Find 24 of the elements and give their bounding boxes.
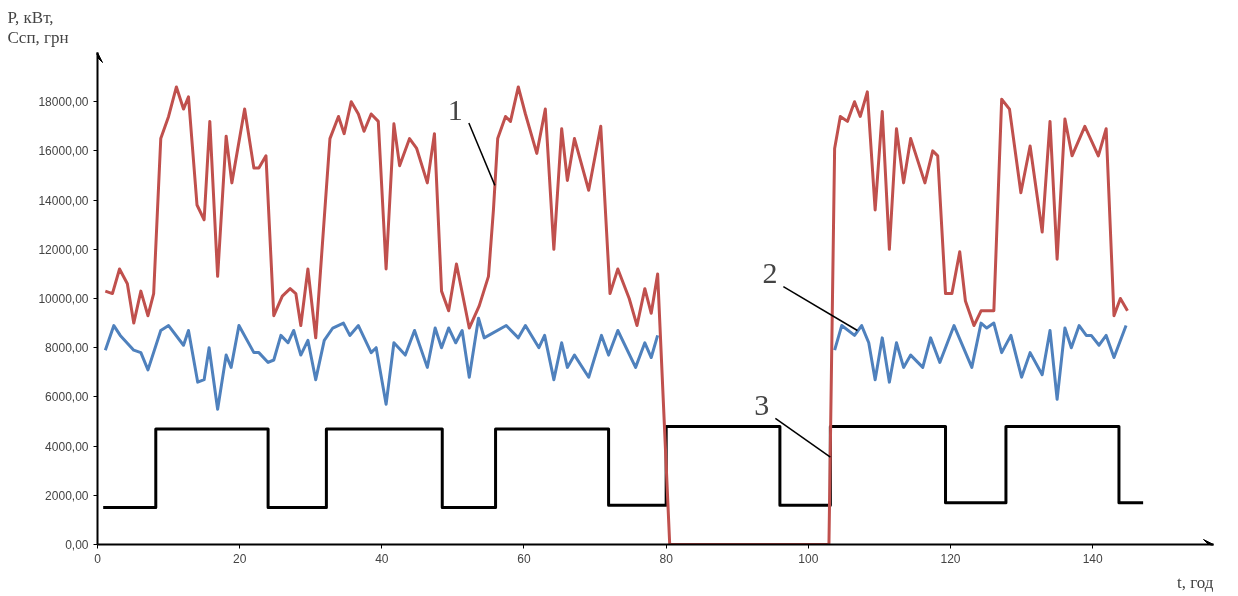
x-tick-label: 20 — [232, 551, 247, 566]
y-tick-label: 6000,00 — [45, 390, 89, 405]
y-tick-label: 2000,00 — [45, 488, 89, 503]
x-tick-label: 0 — [94, 551, 102, 566]
annotation: 2 — [762, 256, 778, 290]
line-series — [103, 85, 1129, 545]
x-tick-label: 140 — [1082, 551, 1103, 566]
y-tick-label: 16000,00 — [38, 144, 89, 159]
y-tick-label: 4000,00 — [45, 439, 89, 454]
y-tick-label: 14000,00 — [38, 193, 89, 208]
x-tick-label: 120 — [940, 551, 961, 566]
x-axis-title: t, год — [1177, 572, 1214, 592]
y-axis-title: P, кВт, Cсп, грн — [7, 7, 69, 48]
x-tick-label: 60 — [517, 551, 531, 566]
annotation: 3 — [754, 388, 770, 422]
y-tick-label: 18000,00 — [38, 95, 89, 110]
x-tick-label: 80 — [659, 551, 674, 566]
y-tick-label: 8000,00 — [45, 341, 89, 356]
x-tick-label: 100 — [798, 551, 819, 566]
y-tick-label: 10000,00 — [38, 292, 89, 306]
annotation: 1 — [447, 92, 463, 126]
y-tick-label: 12000,00 — [38, 242, 89, 257]
y-tick-label: 0,00 — [65, 538, 89, 552]
x-tick-label: 40 — [375, 551, 389, 566]
